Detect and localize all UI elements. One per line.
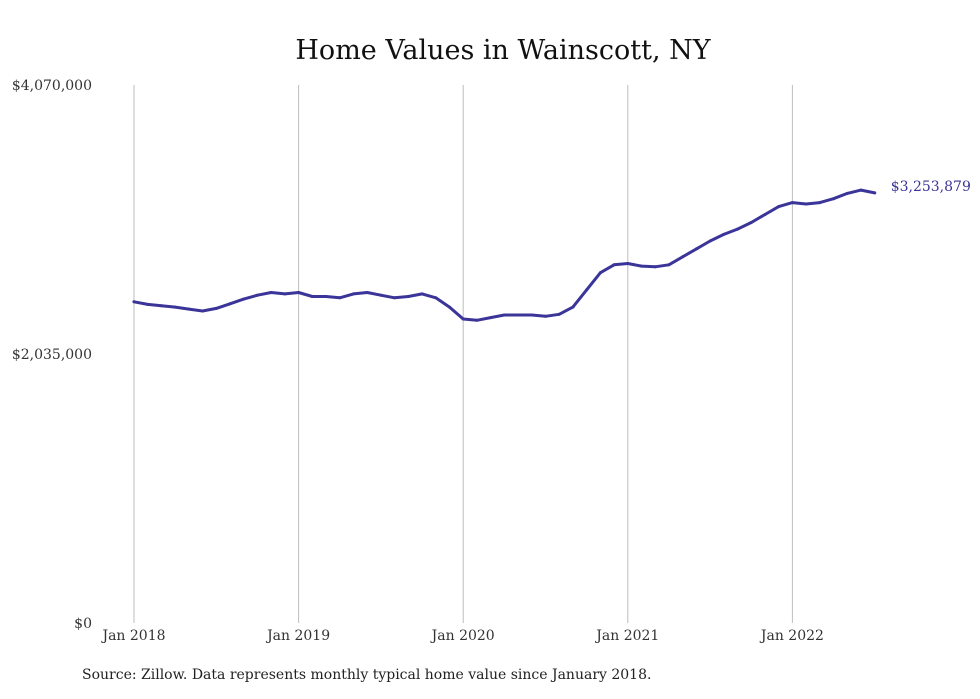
- data-point: [173, 305, 177, 309]
- data-point: [790, 201, 794, 205]
- data-point: [420, 292, 424, 296]
- x-tick-label: Jan 2018: [100, 628, 165, 644]
- data-point: [708, 239, 712, 243]
- y-axis: $0 $2,035,000 $4,070,000: [12, 78, 92, 632]
- data-point: [187, 307, 191, 311]
- data-point: [310, 295, 314, 298]
- x-tick-label: Jan 2019: [265, 628, 330, 644]
- data-point: [393, 296, 397, 300]
- x-axis: Jan 2018 Jan 2019 Jan 2020 Jan 2021 Jan 2022: [100, 628, 823, 644]
- series-line: [132, 188, 877, 322]
- data-point: [544, 314, 547, 318]
- x-tick-label: Jan 2022: [759, 628, 824, 644]
- data-point: [777, 205, 781, 209]
- source-note: Source: Zillow. Data represents monthly …: [82, 667, 652, 683]
- data-point: [201, 309, 205, 313]
- data-point: [297, 291, 301, 294]
- data-point: [146, 302, 150, 306]
- data-point: [365, 291, 369, 294]
- data-point: [502, 313, 506, 317]
- data-point: [132, 300, 136, 304]
- data-point: [530, 313, 534, 317]
- data-point: [475, 318, 479, 322]
- data-point: [694, 247, 698, 251]
- gridlines: [133, 85, 793, 623]
- data-point: [818, 201, 822, 205]
- y-tick-label: $2,035,000: [12, 347, 92, 363]
- data-point: [516, 313, 520, 317]
- data-point: [626, 262, 630, 265]
- data-point: [352, 292, 355, 296]
- x-tick-label: Jan 2020: [430, 628, 495, 644]
- data-point: [598, 271, 602, 275]
- data-point: [585, 288, 589, 292]
- data-point: [571, 305, 575, 309]
- data-point: [845, 191, 849, 195]
- data-point: [832, 197, 835, 201]
- data-point: [859, 188, 863, 192]
- y-tick-label: $0: [74, 616, 92, 632]
- data-point: [873, 191, 877, 195]
- data-point: [159, 304, 163, 308]
- data-point: [557, 312, 561, 316]
- data-point: [242, 297, 246, 301]
- y-tick-label: $4,070,000: [12, 78, 92, 94]
- data-point: [722, 232, 726, 236]
- data-point: [448, 305, 451, 309]
- data-point: [749, 221, 753, 224]
- series-group: $3,253,879: [132, 179, 971, 322]
- data-point: [763, 213, 767, 216]
- chart-title: Home Values in Wainscott, NY: [295, 35, 711, 66]
- data-point: [736, 227, 739, 231]
- data-point: [681, 255, 685, 259]
- data-point: [434, 296, 438, 300]
- data-point: [283, 292, 287, 296]
- data-point: [804, 202, 808, 206]
- data-point: [214, 306, 218, 310]
- data-point: [379, 293, 383, 297]
- end-value-label: $3,253,879: [891, 179, 971, 195]
- data-point: [489, 316, 493, 320]
- data-point: [324, 295, 328, 298]
- data-point: [653, 265, 657, 269]
- data-point: [667, 263, 671, 267]
- data-point: [461, 317, 465, 321]
- data-point: [612, 263, 616, 267]
- data-point: [640, 264, 643, 268]
- data-point: [255, 293, 259, 297]
- data-point: [406, 295, 410, 298]
- x-tick-label: Jan 2021: [594, 628, 659, 644]
- data-point: [338, 296, 342, 300]
- data-point: [228, 302, 232, 306]
- data-point: [269, 291, 273, 294]
